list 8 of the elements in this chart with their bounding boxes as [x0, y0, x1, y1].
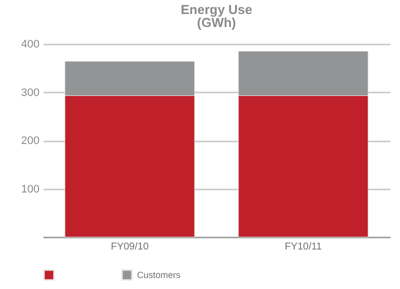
legend-label: Customers	[137, 270, 182, 280]
y-tick-label: 100	[21, 183, 40, 196]
x-tick-label: FY09/10	[110, 242, 150, 252]
chart-title: Energy Use	[180, 2, 252, 17]
y-tick-label: 200	[21, 135, 40, 147]
y-tick-label: 300	[21, 86, 40, 99]
x-tick-label: FY10/11	[284, 242, 322, 252]
y-tick-label: 400	[21, 38, 40, 50]
